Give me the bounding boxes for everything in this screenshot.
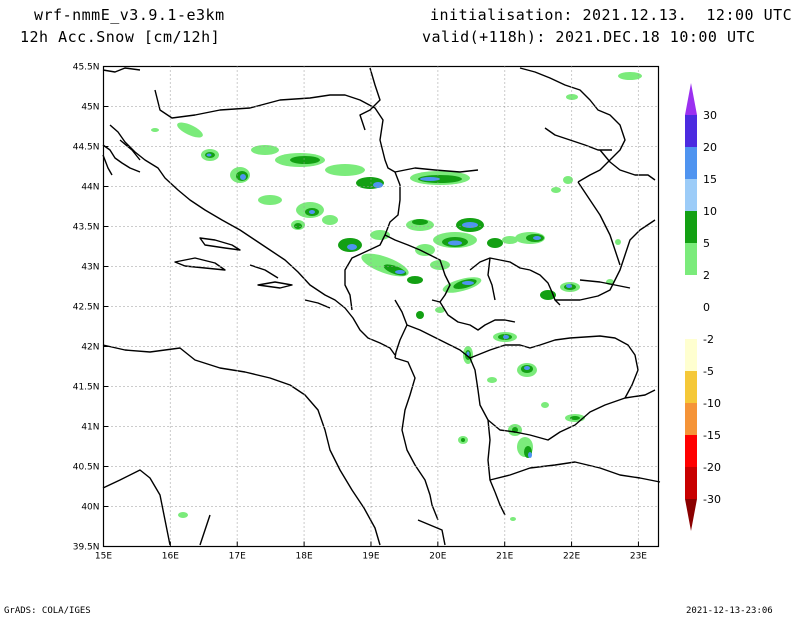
colorbar-swatch (685, 243, 697, 275)
colorbar-label: -10 (703, 397, 721, 410)
lon-tick-label: 19E (362, 552, 379, 562)
timestamp-label: 2021-12-13-23:06 (686, 606, 773, 616)
lat-tick-label: 42N (81, 343, 99, 353)
colorbar-label: -2 (703, 333, 714, 346)
lat-tick-label: 41N (81, 423, 99, 433)
lat-tick-label: 40.5N (73, 463, 100, 473)
lon-tick-label: 21E (496, 552, 513, 562)
lat-tick-label: 40N (81, 503, 99, 513)
credit-label: GrADS: COLA/IGES (4, 606, 91, 616)
coastlines-borders (102, 67, 661, 546)
lon-tick-label: 17E (229, 552, 246, 562)
lat-tick-label: 42.5N (73, 303, 100, 313)
lat-tick-label: 45N (81, 103, 99, 113)
colorbar-label: 0 (703, 301, 710, 314)
colorbar-swatch (685, 179, 697, 211)
colorbar-label: 10 (703, 205, 717, 218)
lat-tick-label: 45.5N (73, 63, 100, 73)
lon-tick-label: 15E (95, 552, 112, 562)
valid-time: valid(+118h): 2021.DEC.18 10:00 UTC (422, 28, 756, 46)
graticule (103, 66, 659, 547)
colorbar-swatch (685, 435, 697, 467)
colorbar-label: 5 (703, 237, 710, 250)
colorbar-swatch (685, 211, 697, 243)
colorbar-top-arrow (685, 83, 697, 115)
colorbar-swatch (685, 115, 697, 147)
colorbar-swatch (685, 147, 697, 179)
colorbar-label: -20 (703, 461, 721, 474)
lon-tick-label: 22E (563, 552, 580, 562)
lat-tick-label: 44.5N (73, 143, 100, 153)
lat-tick-label: 41.5N (73, 383, 100, 393)
colorbar-label: -30 (703, 493, 721, 506)
lon-tick-label: 18E (296, 552, 313, 562)
lon-tick-label: 20E (429, 552, 446, 562)
lat-tick-label: 39.5N (73, 543, 100, 553)
field-name: 12h Acc.Snow [cm/12h] (20, 28, 221, 46)
map-frame (102, 65, 660, 548)
init-time: initialisation: 2021.12.13. 12:00 UTC (430, 6, 793, 24)
colorbar-bottom-arrow (685, 499, 697, 531)
colorbar-label: 15 (703, 173, 717, 186)
colorbar-label: -5 (703, 365, 714, 378)
colorbar-swatch (685, 339, 697, 371)
model-name: wrf-nmmE_v3.9.1-e3km (34, 6, 225, 24)
colorbar-swatch (685, 371, 697, 403)
lat-tick-label: 43.5N (73, 223, 100, 233)
colorbar-label: -15 (703, 429, 721, 442)
colorbar-swatch (685, 403, 697, 435)
colorbar-swatch (685, 307, 697, 339)
lon-tick-label: 16E (162, 552, 179, 562)
lat-tick-label: 43N (81, 263, 99, 273)
colorbar-label: 20 (703, 141, 717, 154)
colorbar-label: 2 (703, 269, 710, 282)
lon-tick-label: 23E (630, 552, 647, 562)
colorbar-swatch (685, 467, 697, 499)
snow-field (151, 72, 642, 521)
colorbar-label: 30 (703, 109, 717, 122)
lat-tick-label: 44N (81, 183, 99, 193)
colorbar-swatch (685, 275, 697, 307)
axis-labels: 15E 16E 17E 18E 19E 20E 21E 22E 23E 45.5N 45N 44.5N… (73, 63, 648, 562)
